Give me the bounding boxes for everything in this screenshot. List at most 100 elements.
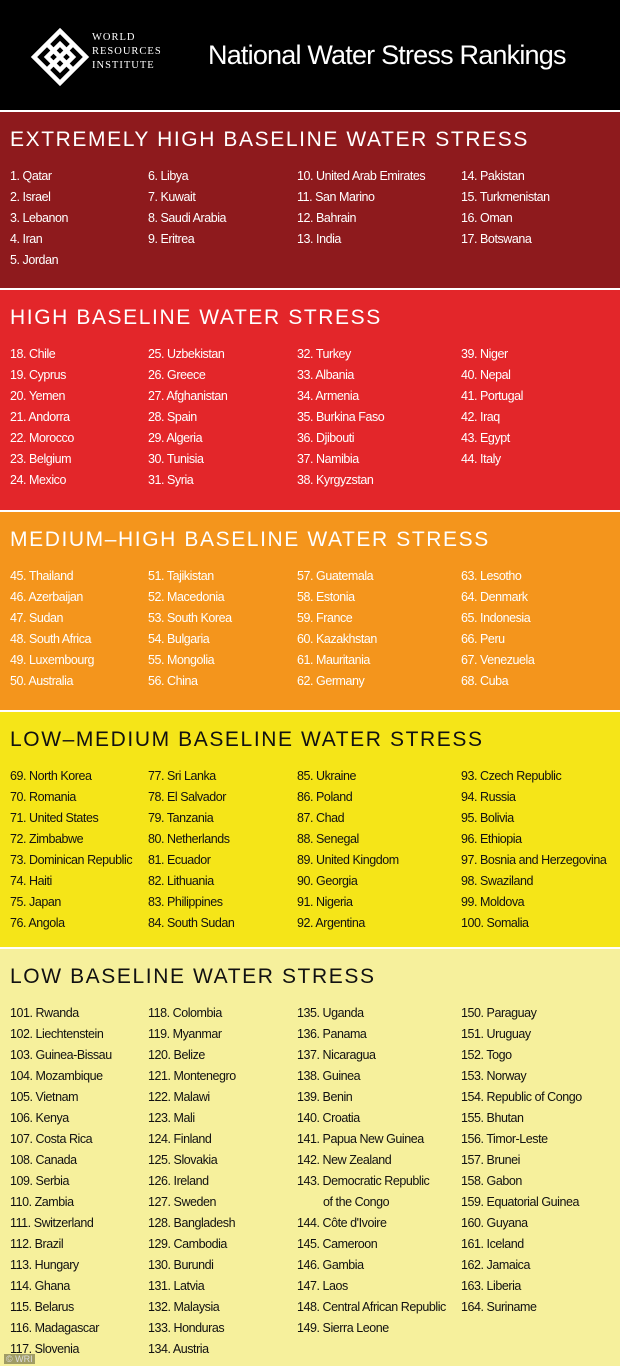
country-entry: 32. Turkey bbox=[297, 347, 351, 361]
country-entry: 61. Mauritania bbox=[297, 653, 370, 667]
column: 51. Tajikistan 52. Macedonia 53. South Kor… bbox=[148, 566, 232, 692]
country-entry: 16. Oman bbox=[461, 211, 513, 225]
section-title: LOW BASELINE WATER STRESS bbox=[10, 965, 376, 988]
country-entry: 134. Austria bbox=[148, 1342, 209, 1356]
country-entry: 85. Ukraine bbox=[297, 769, 356, 783]
country-entry: 159. Equatorial Guinea bbox=[461, 1195, 579, 1209]
column: 85. Ukraine 86. Poland 87. Chad 88. Senegal… bbox=[297, 766, 399, 934]
country-entry: 46. Azerbaijan bbox=[10, 590, 83, 604]
country-entry: 19. Cyprus bbox=[10, 368, 66, 382]
country-entry: 28. Spain bbox=[148, 410, 197, 424]
country-entry: 42. Iraq bbox=[461, 410, 500, 424]
logo-mark bbox=[30, 27, 90, 87]
country-entry: 26. Greece bbox=[148, 368, 206, 382]
country-entry: 35. Burkina Faso bbox=[297, 410, 385, 424]
country-entry: 55. Mongolia bbox=[148, 653, 215, 667]
country-entry: 142. New Zealand bbox=[297, 1153, 392, 1167]
country-entry: 8. Saudi Arabia bbox=[148, 211, 227, 225]
country-entry: 66. Peru bbox=[461, 632, 505, 646]
country-entry: 58. Estonia bbox=[297, 590, 355, 604]
country-entry: 62. Germany bbox=[297, 674, 365, 688]
country-entry: 57. Guatemala bbox=[297, 569, 374, 583]
country-entry: 112. Brazil bbox=[10, 1237, 64, 1251]
country-entry: 76. Angola bbox=[10, 916, 65, 930]
country-entry: 11. San Marino bbox=[297, 190, 375, 204]
country-entry: 149. Sierra Leone bbox=[297, 1321, 389, 1335]
country-entry: 23. Belgium bbox=[10, 452, 72, 466]
country-entry: 146. Gambia bbox=[297, 1258, 364, 1272]
country-entry: 121. Montenegro bbox=[148, 1069, 236, 1083]
country-entry: 106. Kenya bbox=[10, 1111, 69, 1125]
country-entry: 10. United Arab Emirates bbox=[297, 169, 426, 183]
country-entry: 34. Armenia bbox=[297, 389, 359, 403]
country-entry: 144. Côte d'Ivoire bbox=[297, 1216, 387, 1230]
country-entry: 108. Canada bbox=[10, 1153, 77, 1167]
logo-line: WORLD bbox=[92, 32, 136, 43]
country-entry: 92. Argentina bbox=[297, 916, 365, 930]
country-entry: 12. Bahrain bbox=[297, 211, 356, 225]
column: 118. Colombia 119. Myanmar 120. Belize 121.… bbox=[148, 1003, 236, 1360]
country-entry: 148. Central African Republic bbox=[297, 1300, 446, 1314]
column: 135. Uganda 136. Panama 137. Nicaragua 138.… bbox=[297, 1003, 446, 1339]
country-entry: 126. Ireland bbox=[148, 1174, 209, 1188]
column: 57. Guatemala 58. Estonia 59. France 60. Ka… bbox=[297, 566, 384, 692]
country-entry: 151. Uruguay bbox=[461, 1027, 531, 1041]
country-entry: 21. Andorra bbox=[10, 410, 70, 424]
country-entry: 88. Senegal bbox=[297, 832, 359, 846]
country-entry: 60. Kazakhstan bbox=[297, 632, 377, 646]
logo-text: WORLD RESOURCES INSTITUTE bbox=[92, 31, 162, 73]
country-entry: 115. Belarus bbox=[10, 1300, 74, 1314]
country-entry: 123. Mali bbox=[148, 1111, 195, 1125]
country-entry: 100. Somalia bbox=[461, 916, 529, 930]
country-entry: 29. Algeria bbox=[148, 431, 203, 445]
country-entry: 98. Swaziland bbox=[461, 874, 533, 888]
country-entry: 52. Macedonia bbox=[148, 590, 225, 604]
country-entry: 105. Vietnam bbox=[10, 1090, 79, 1104]
country-entry: 75. Japan bbox=[10, 895, 61, 909]
country-entry: 24. Mexico bbox=[10, 473, 66, 487]
column: 63. Lesotho 64. Denmark 65. Indonesia 66. P… bbox=[461, 566, 541, 692]
country-entry: 135. Uganda bbox=[297, 1006, 364, 1020]
country-entry: 132. Malaysia bbox=[148, 1300, 220, 1314]
country-entry: 15. Turkmenistan bbox=[461, 190, 550, 204]
country-entry: 95. Bolivia bbox=[461, 811, 514, 825]
country-entry: 125. Slovakia bbox=[148, 1153, 218, 1167]
column: 45. Thailand 46. Azerbaijan 47. Sudan 48. S… bbox=[10, 566, 101, 692]
country-entry: 111. Switzerland bbox=[10, 1216, 94, 1230]
country-entry: 136. Panama bbox=[297, 1027, 367, 1041]
country-entry: 64. Denmark bbox=[461, 590, 528, 604]
country-entry: 89. United Kingdom bbox=[297, 853, 399, 867]
section: MEDIUM–HIGH BASELINE WATER STRESS 45. Tha… bbox=[0, 512, 620, 710]
country-entry: 141. Papua New Guinea bbox=[297, 1132, 424, 1146]
country-entry: 79. Tanzania bbox=[148, 811, 214, 825]
country-entry: 2. Israel bbox=[10, 190, 51, 204]
country-entry: 25. Uzbekistan bbox=[148, 347, 225, 361]
country-entry: 158. Gabon bbox=[461, 1174, 522, 1188]
country-entry: 122. Malawi bbox=[148, 1090, 210, 1104]
country-entry: 84. South Sudan bbox=[148, 916, 235, 930]
country-entry: 27. Afghanistan bbox=[148, 389, 228, 403]
country-entry: 150. Paraguay bbox=[461, 1006, 537, 1020]
country-entry: 107. Costa Rica bbox=[10, 1132, 93, 1146]
country-entry: 161. Iceland bbox=[461, 1237, 524, 1251]
country-entry: 72. Zimbabwe bbox=[10, 832, 84, 846]
country-entry: 109. Serbia bbox=[10, 1174, 69, 1188]
country-entry: 152. Togo bbox=[461, 1048, 512, 1062]
country-entry: 137. Nicaragua bbox=[297, 1048, 376, 1062]
country-entry: 73. Dominican Republic bbox=[10, 853, 133, 867]
country-entry: 86. Poland bbox=[297, 790, 353, 804]
country-entry: 143. Democratic Republic of the Congo bbox=[297, 1174, 430, 1209]
country-entry: 6. Libya bbox=[148, 169, 189, 183]
country-entry: 139. Benin bbox=[297, 1090, 353, 1104]
country-entry: 118. Colombia bbox=[148, 1006, 222, 1020]
country-entry: 9. Eritrea bbox=[148, 232, 195, 246]
section: LOW–MEDIUM BASELINE WATER STRESS 69. Nort… bbox=[0, 712, 620, 947]
country-entry: 59. France bbox=[297, 611, 353, 625]
country-entry: 154. Republic of Congo bbox=[461, 1090, 582, 1104]
country-entry: 120. Belize bbox=[148, 1048, 205, 1062]
country-entry: 17. Botswana bbox=[461, 232, 532, 246]
header: WORLD RESOURCES INSTITUTE National Water S… bbox=[0, 0, 620, 110]
country-entry: 102. Liechtenstein bbox=[10, 1027, 104, 1041]
country-entry: 39. Niger bbox=[461, 347, 508, 361]
section: LOW BASELINE WATER STRESS 101. Rwanda 102.… bbox=[0, 949, 620, 1366]
